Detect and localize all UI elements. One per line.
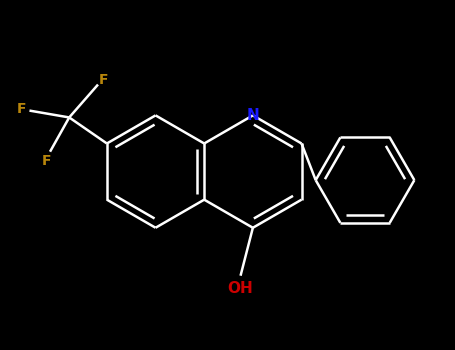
Text: OH: OH — [228, 281, 253, 295]
Text: F: F — [42, 154, 51, 168]
Text: F: F — [99, 73, 108, 87]
Text: F: F — [16, 102, 26, 116]
Text: N: N — [247, 108, 259, 123]
